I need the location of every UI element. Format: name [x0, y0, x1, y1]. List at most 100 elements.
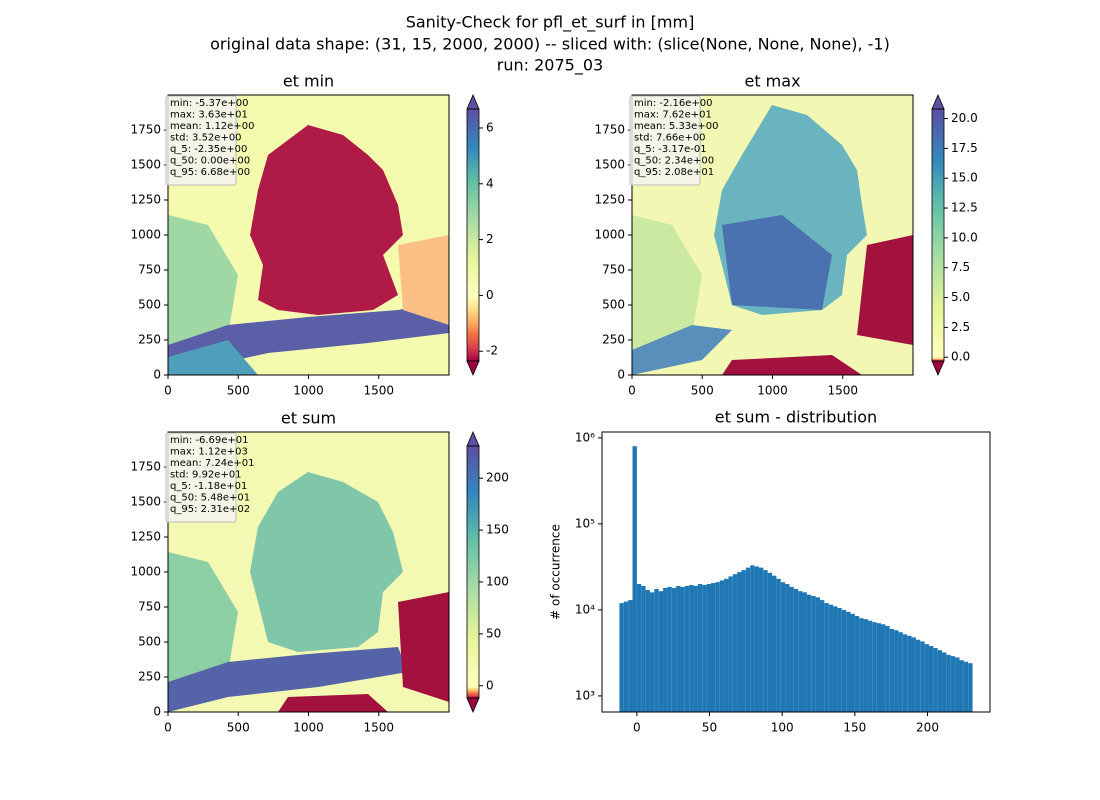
colorbar-strip: [467, 481, 479, 485]
hist-bar: [828, 604, 834, 712]
hist-bar: [767, 572, 773, 712]
hist-bar: [684, 585, 690, 712]
colorbar-strip: [467, 241, 479, 244]
colorbar-strip: [467, 641, 479, 644]
colorbar-strip: [467, 358, 479, 362]
colorbar-strip: [932, 201, 944, 204]
colorbar-strip: [932, 300, 944, 303]
colorbar-strip: [467, 458, 479, 462]
hist-bar: [876, 623, 882, 712]
hist-bar: [937, 650, 943, 712]
colorbar-strip: [932, 272, 944, 276]
colorbar-strip: [467, 492, 479, 495]
colorbar-strip: [932, 329, 944, 333]
colorbar-strip: [932, 337, 944, 341]
colorbar-strip: [467, 660, 479, 663]
stats-line: q_95: 2.31e+02: [170, 504, 250, 515]
colorbar-strip: [932, 340, 944, 343]
colorbar-strip: [932, 316, 944, 320]
colorbar-strip: [467, 216, 479, 219]
colorbar-strip: [467, 308, 479, 312]
hist-bar: [911, 637, 916, 712]
colorbar-strip: [467, 304, 479, 307]
colorbar-strip: [467, 666, 479, 670]
colorbar-strip: [467, 521, 479, 525]
colorbar-strip: [932, 193, 944, 196]
colorbar-strip: [932, 358, 944, 362]
colorbar-strip: [467, 496, 479, 499]
colorbar-strip: [467, 586, 479, 590]
colorbar-strip: [467, 685, 479, 688]
colorbar-strip: [932, 184, 944, 188]
colorbar-strip: [467, 337, 479, 341]
colorbar-strip: [932, 289, 944, 293]
stats-line: q_95: 2.08e+01: [634, 167, 714, 178]
colorbar-strip: [932, 151, 944, 154]
colorbar-strip: [467, 668, 479, 672]
colorbar-strip: [467, 268, 479, 272]
colorbar-strip: [467, 146, 479, 150]
hist-bar: [846, 611, 851, 712]
colorbar-strip: [467, 469, 479, 472]
colorbar-strip: [932, 197, 944, 200]
colorbar-strip: [467, 197, 479, 200]
hist-bar: [689, 584, 694, 712]
colorbar-strip: [932, 279, 944, 282]
axes-title: et sum - distribution: [715, 408, 877, 427]
y-tick-label: 10⁵: [575, 516, 595, 530]
colorbar-tick-label: -2: [486, 344, 498, 358]
colorbar-strip: [932, 136, 944, 139]
colorbar-strip: [467, 513, 479, 516]
colorbar-strip: [467, 532, 479, 535]
colorbar-strip: [932, 222, 944, 225]
colorbar-strip: [467, 679, 479, 682]
hist-bar: [946, 654, 951, 712]
hist-bar: [955, 657, 960, 712]
colorbar-strip: [467, 649, 479, 653]
colorbar-strip: [467, 485, 479, 489]
stats-line: q_50: 2.34e+00: [634, 156, 714, 167]
colorbar-strip: [932, 249, 944, 253]
hist-bar: [619, 603, 624, 712]
colorbar-strip: [467, 119, 479, 123]
colorbar-tick-label: 0: [486, 678, 494, 692]
colorbar-strip: [467, 555, 479, 558]
hist-bar: [724, 578, 729, 712]
colorbar-strip: [467, 125, 479, 129]
colorbar-strip: [467, 151, 479, 154]
colorbar-strip: [467, 460, 479, 464]
hist-bar: [850, 613, 855, 712]
colorbar-strip: [467, 693, 479, 697]
colorbar-strip: [467, 569, 479, 573]
colorbar-strip: [932, 293, 944, 297]
colorbar-strip: [467, 222, 479, 225]
y-tick-label: 10⁶: [575, 430, 595, 444]
colorbar-strip: [932, 247, 944, 251]
colorbar-strip: [467, 260, 479, 263]
colorbar-strip: [467, 462, 479, 466]
colorbar-strip: [467, 523, 479, 527]
colorbar-strip: [467, 609, 479, 613]
colorbar-strip: [467, 450, 479, 453]
y-tick-label: 1250: [130, 530, 161, 544]
colorbar-strip: [932, 226, 944, 230]
colorbar-strip: [932, 260, 944, 263]
colorbar-strip: [932, 270, 944, 274]
colorbar-strip: [932, 268, 944, 272]
colorbar-strip: [932, 176, 944, 179]
stats-line: q_50: 0.00e+00: [170, 156, 250, 167]
hist-bar: [898, 632, 903, 712]
hist-bar: [710, 583, 716, 712]
colorbar-strip: [467, 490, 479, 493]
colorbar-strip: [467, 186, 479, 190]
colorbar-strip: [467, 258, 479, 261]
colorbar-strip: [467, 165, 479, 169]
colorbar-strip: [467, 498, 479, 502]
colorbar-strip: [932, 356, 944, 360]
colorbar-strip: [932, 308, 944, 312]
colorbar-strip: [467, 689, 479, 693]
colorbar-strip: [467, 446, 479, 449]
stats-box: [629, 95, 701, 186]
x-tick-label: 500: [227, 721, 250, 735]
colorbar-strip: [932, 291, 944, 295]
